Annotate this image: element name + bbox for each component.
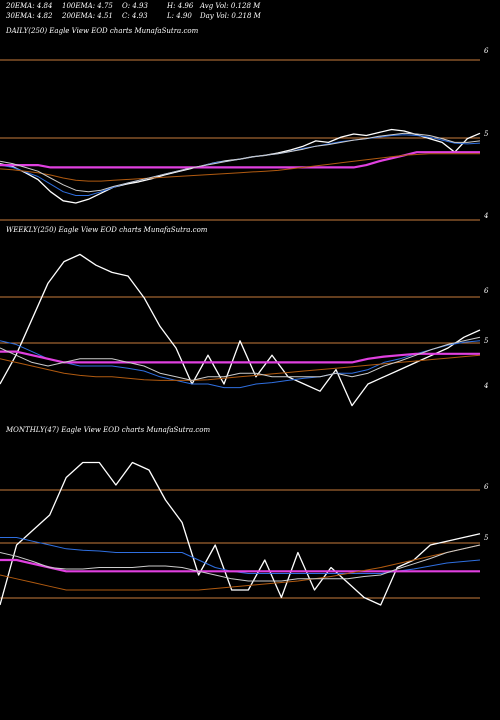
y-tick-label: 6 [484,483,489,491]
open-label: O: 4.93 [122,2,148,10]
y-tick-label: 6 [484,47,489,55]
monthly-panel-title: MONTHLY(47) Eagle View EOD charts Munafa… [6,426,211,434]
series-line [0,336,481,381]
low-label: L: 4.90 [167,12,192,20]
series-line [0,558,480,573]
y-tick-label: 4 [483,382,488,390]
y-tick-label: 6 [484,287,489,295]
series-line [0,151,480,169]
y-tick-label: 4 [483,212,488,220]
avg-volume-label: Avg Vol: 0.128 M [200,2,261,10]
series-line [0,544,481,582]
close-label: C: 4.93 [122,12,148,20]
high-label: H: 4.96 [167,2,194,10]
ema20-label: 20EMA: 4.84 [6,2,53,10]
series-line [0,350,480,364]
y-tick-label: 5 [484,337,489,345]
day-volume-label: Day Vol: 0.218 M [200,12,261,20]
daily-panel-title: DAILY(250) Eagle View EOD charts MunafaS… [6,27,199,35]
series-line [0,354,481,381]
series-line [0,132,481,193]
series-line [0,253,481,407]
ema200-label: 200EMA: 4.51 [62,12,113,20]
ema30-label: 30EMA: 4.82 [6,12,53,20]
series-line [0,128,481,204]
series-line [0,461,481,606]
series-line [0,134,481,196]
series-line [0,153,480,182]
series-line [0,544,481,591]
series-line [0,340,481,389]
weekly-panel-title: WEEKLY(250) Eagle View EOD charts Munafa… [6,226,208,234]
y-tick-label: 5 [484,130,489,138]
y-tick-label: 5 [484,534,489,542]
ema100-label: 100EMA: 4.75 [62,2,113,10]
